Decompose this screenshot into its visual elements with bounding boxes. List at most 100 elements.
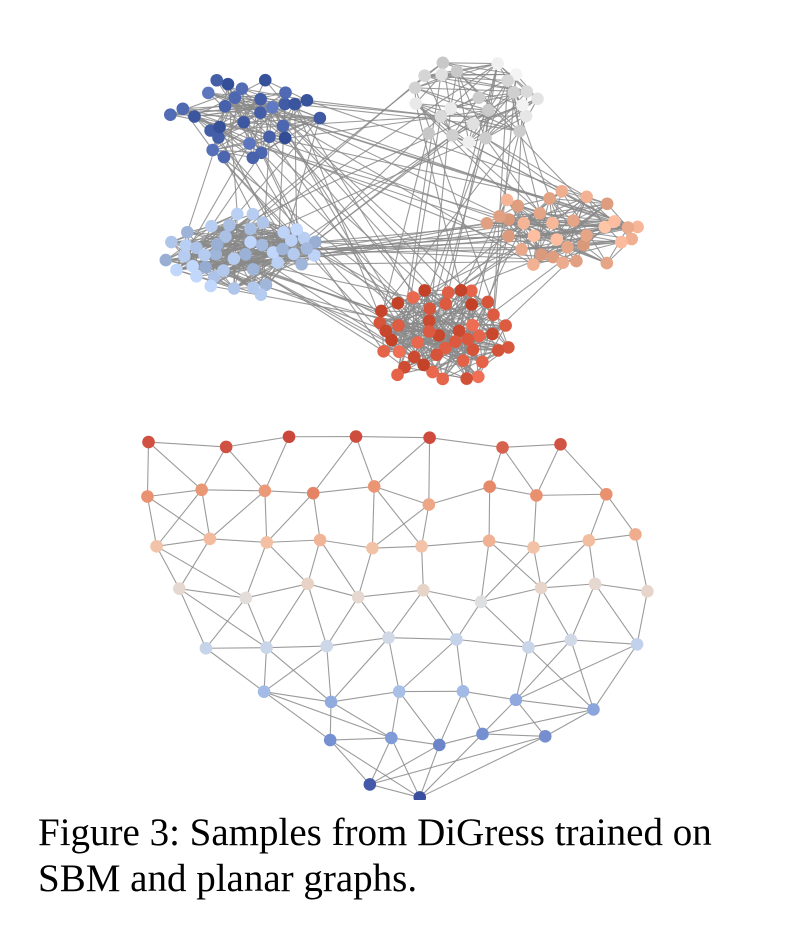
planar-edge: [148, 441, 203, 491]
sbm-node: [502, 229, 515, 243]
sbm-node: [487, 308, 500, 322]
planar-edge: [148, 441, 227, 448]
planar-edge: [307, 583, 328, 647]
sbm-node: [406, 291, 420, 304]
planar-edge: [205, 647, 267, 649]
planar-node: [554, 438, 567, 451]
sbm-edge: [442, 62, 498, 65]
sbm-edges: [165, 62, 638, 380]
sbm-edge: [272, 106, 494, 316]
planar-node: [483, 480, 496, 493]
sbm-node: [476, 355, 489, 369]
sbm-node: [218, 99, 232, 113]
planar-edge: [419, 744, 440, 798]
sbm-node: [570, 254, 583, 268]
planar-edge: [594, 583, 648, 592]
sbm-edge: [456, 70, 521, 132]
planar-edge: [263, 691, 331, 741]
sbm-node: [221, 77, 235, 91]
sbm-edge: [396, 116, 442, 375]
planar-node: [313, 533, 327, 547]
planar-node: [173, 582, 186, 595]
sbm-edge: [484, 63, 499, 139]
sbm-edge: [225, 235, 553, 258]
sbm-node: [513, 124, 526, 138]
sbm-edge: [485, 137, 587, 198]
planar-edge: [422, 589, 457, 640]
planar-edge: [482, 708, 594, 735]
planar-edge: [570, 639, 595, 710]
sbm-node: [533, 206, 547, 220]
planar-edge: [201, 446, 227, 491]
sbm-edge: [414, 87, 520, 132]
planar-node: [195, 483, 208, 497]
sbm-node: [266, 100, 279, 114]
planar-edge: [423, 589, 482, 603]
sbm-node: [217, 264, 230, 277]
sbm-edge: [225, 105, 273, 108]
planar-edge: [488, 486, 491, 541]
planar-edge: [593, 643, 638, 710]
planar-edge: [369, 737, 392, 785]
sbm-node: [507, 86, 521, 99]
sbm-node: [546, 250, 560, 264]
sbm-node: [499, 319, 512, 332]
planar-node: [239, 591, 253, 605]
planar-edge: [146, 496, 158, 547]
sbm-edge: [552, 196, 587, 224]
planar-edge: [329, 739, 371, 785]
planar-edge: [266, 492, 314, 543]
planar-edge: [390, 691, 400, 739]
sbm-node: [500, 193, 514, 207]
sbm-edge: [223, 156, 254, 215]
sbm-node: [177, 249, 191, 263]
planar-edge: [391, 737, 440, 746]
planar-node: [482, 534, 496, 548]
sbm-node: [418, 284, 432, 297]
planar-edge: [312, 493, 321, 541]
sbm-nodes: [159, 56, 644, 386]
planar-edge: [388, 637, 457, 640]
planar-edge: [205, 597, 247, 649]
planar-edge: [374, 485, 430, 506]
planar-edge: [372, 504, 430, 549]
sbm-node: [422, 314, 436, 328]
sbm-edge: [282, 117, 321, 250]
sbm-node: [462, 135, 475, 149]
sbm-node: [246, 263, 260, 276]
planar-node: [301, 577, 315, 591]
planar-edge: [245, 597, 267, 648]
sbm-node: [515, 243, 528, 256]
sbm-node: [426, 365, 439, 379]
sbm-edge: [272, 106, 629, 229]
planar-node: [367, 480, 381, 493]
sbm-node: [199, 260, 212, 274]
sbm-node: [479, 131, 492, 145]
planar-edge: [373, 486, 422, 547]
sbm-edge: [219, 126, 254, 159]
sbm-node: [176, 102, 190, 116]
sbm-edge: [183, 143, 250, 257]
planar-edge: [178, 538, 211, 589]
planar-edge: [594, 583, 638, 645]
planar-node: [417, 583, 430, 597]
planar-edge: [489, 486, 537, 496]
planar-edge: [264, 490, 314, 494]
planar-edge: [307, 583, 359, 598]
sbm-node: [202, 86, 215, 100]
planar-edge: [419, 733, 483, 798]
sbm-edge: [233, 258, 430, 332]
sbm-node: [543, 192, 556, 205]
sbm-node: [418, 69, 431, 83]
sbm-node: [212, 131, 225, 144]
sbm-node: [230, 207, 244, 221]
planar-node: [363, 778, 377, 791]
planar-edge: [373, 437, 430, 487]
sbm-node: [247, 281, 260, 294]
sbm-node: [300, 94, 314, 107]
sbm-node: [228, 91, 242, 104]
planar-edge: [421, 540, 490, 547]
planar-node: [260, 536, 274, 549]
sbm-node: [254, 92, 267, 106]
sbm-node: [179, 239, 193, 252]
